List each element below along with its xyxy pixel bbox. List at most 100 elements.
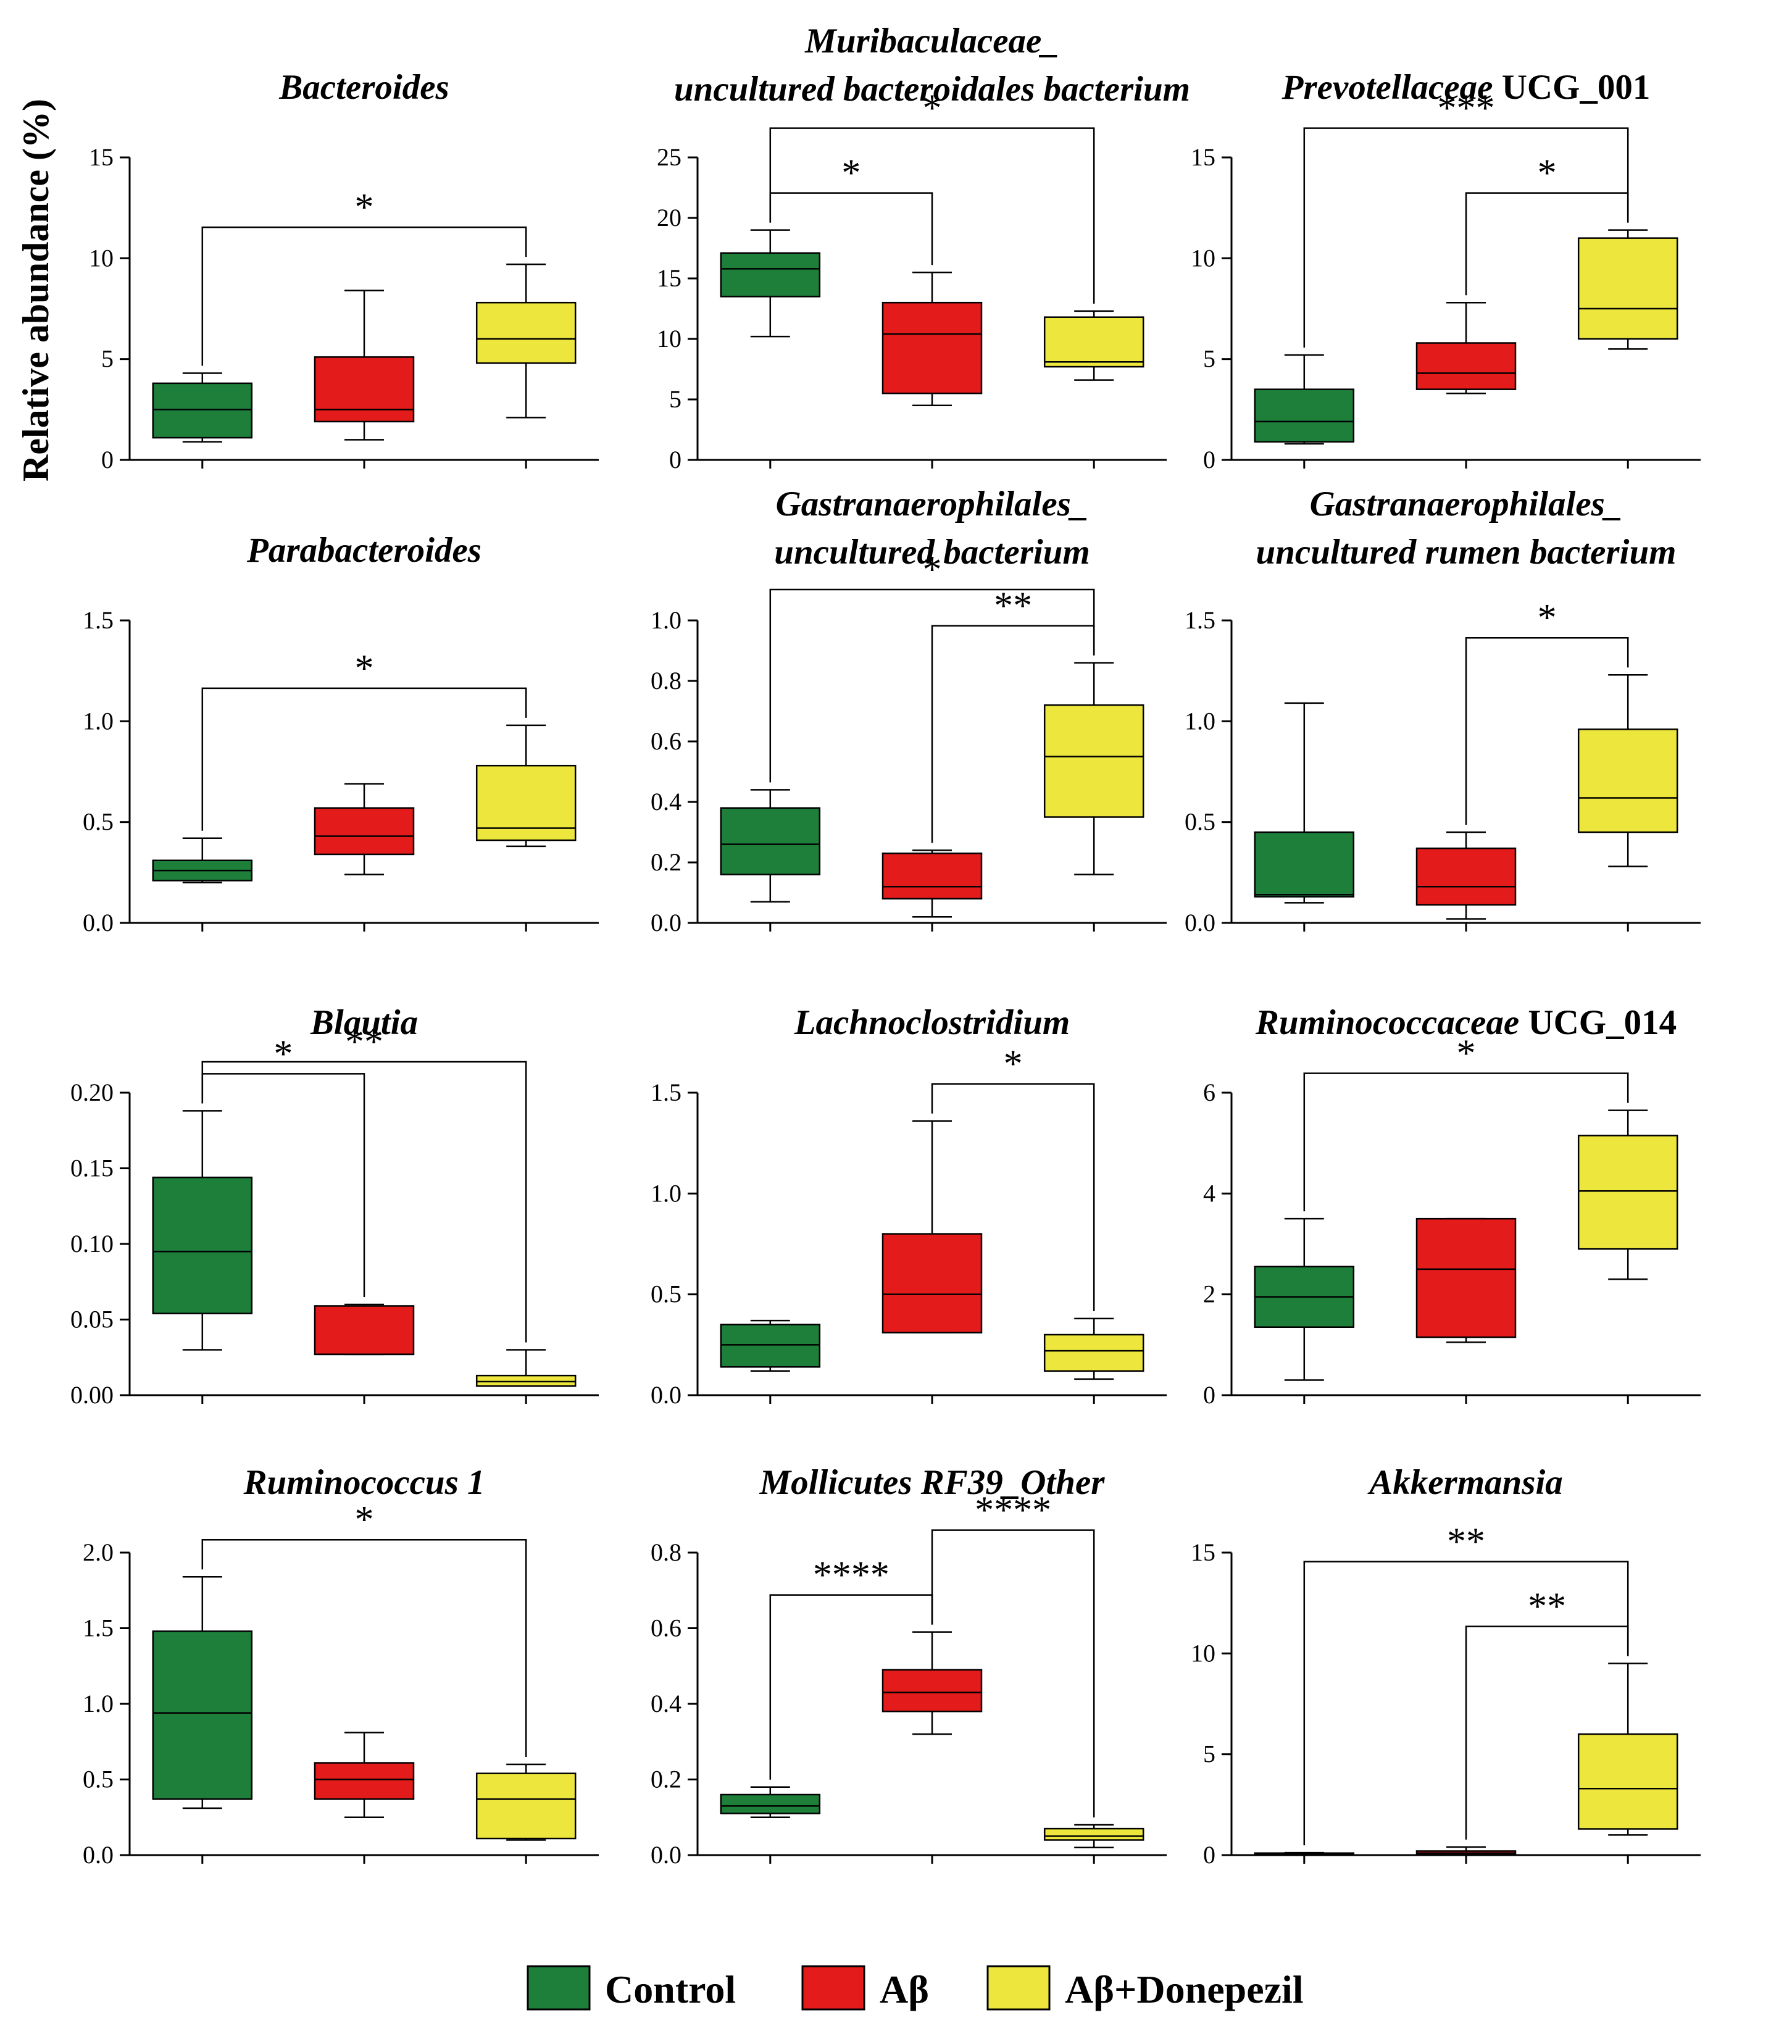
significance-label: * xyxy=(923,549,942,591)
y-tick-label: 0.2 xyxy=(651,1766,681,1793)
box-group-1 xyxy=(152,372,253,443)
panel-title: Ruminococcaceae UCG_014 xyxy=(1255,1003,1677,1042)
box xyxy=(881,1233,983,1333)
bracket-line xyxy=(1303,1072,1629,1212)
title-segment: Prevotellaceae xyxy=(1281,68,1493,107)
significance-label: * xyxy=(273,1033,293,1075)
box xyxy=(1415,342,1517,390)
title-segment: Blautia xyxy=(310,1003,418,1042)
box xyxy=(1577,728,1678,833)
significance-label: ** xyxy=(345,1021,383,1063)
significance-label: **** xyxy=(813,1554,890,1596)
legend-label: Aβ+Donepezil xyxy=(1065,1967,1304,2011)
y-tick-label: 4 xyxy=(1203,1179,1215,1207)
title-segment: Muribaculaceae_ xyxy=(804,22,1059,60)
y-tick-label: 0.0 xyxy=(651,1841,681,1869)
significance-label: * xyxy=(1004,1043,1023,1085)
box-group-3 xyxy=(1043,1824,1144,1848)
box-group-1 xyxy=(720,1786,821,1818)
y-tick-label: 0.8 xyxy=(651,667,681,695)
panel-title: Bacteroides xyxy=(278,68,449,107)
bracket-line xyxy=(1303,1561,1629,1846)
box-group-2 xyxy=(1415,301,1517,394)
box xyxy=(720,1324,821,1368)
box-group-2 xyxy=(1415,1217,1517,1343)
box xyxy=(1043,316,1144,368)
panel-title: Akkermansia xyxy=(1367,1463,1563,1502)
y-tick-label: 0.0 xyxy=(651,909,681,936)
y-tick-label: 0.5 xyxy=(83,808,114,836)
title-segment: Akkermansia xyxy=(1367,1463,1563,1502)
box-group-1 xyxy=(720,1319,821,1372)
title-segment: uncultured bacterium xyxy=(774,533,1090,572)
y-tick-label: 0.0 xyxy=(83,1841,114,1869)
box-group-3 xyxy=(1043,1317,1144,1380)
significance-label: ** xyxy=(1447,1521,1485,1563)
box-group-2 xyxy=(314,783,415,875)
significance-bracket: * xyxy=(1303,1033,1629,1212)
significance-bracket: ** xyxy=(201,1021,527,1343)
box-group-2 xyxy=(881,1120,983,1333)
box-group-1 xyxy=(152,1575,253,1809)
significance-bracket: * xyxy=(201,648,527,831)
bracket-line xyxy=(931,1529,1095,1817)
title-segment: Lachnoclostridium xyxy=(794,1003,1070,1042)
significance-label: * xyxy=(1538,597,1557,639)
box xyxy=(1254,388,1355,443)
panel-12: Akkermansia 0 5 10 15 ** ** xyxy=(1191,1463,1701,1869)
title-segment: Mollicutes RF39_Other xyxy=(759,1463,1106,1502)
y-tick-label: 15 xyxy=(1191,1538,1215,1566)
box xyxy=(1577,1135,1678,1250)
box-group-3 xyxy=(1043,310,1144,381)
significance-label: * xyxy=(355,648,374,690)
title-segment: uncultured rumen bacterium xyxy=(1256,533,1677,572)
y-tick-label: 0.0 xyxy=(1185,909,1215,936)
box-group-2 xyxy=(314,1732,415,1818)
panel-title: uncultured bacterium xyxy=(774,533,1090,572)
box xyxy=(881,853,983,900)
y-tick-label: 1.0 xyxy=(1185,707,1215,735)
box xyxy=(314,1305,415,1356)
y-tick-label: 1.5 xyxy=(83,606,114,634)
box-group-2 xyxy=(881,1631,983,1735)
box-group-2 xyxy=(1415,1846,1517,1855)
significance-label: * xyxy=(1538,152,1557,194)
y-tick-label: 2.0 xyxy=(83,1538,114,1566)
title-segment: Ruminococcus 1 xyxy=(243,1463,485,1502)
panel-grid: Bacteroides 0 5 10 15 * Muribaculaceae_uncultu… xyxy=(70,22,1701,1869)
significance-label: **** xyxy=(975,1490,1051,1532)
legend-label: Control xyxy=(605,1967,736,2011)
box-group-2 xyxy=(881,271,983,407)
box-group-3 xyxy=(1043,662,1144,875)
box xyxy=(720,807,821,875)
panel-11: Mollicutes RF39_Other 0.0 0.2 0.4 0.6 0.8 ****… xyxy=(651,1463,1167,1869)
y-tick-label: 10 xyxy=(89,244,114,272)
y-tick-label: 15 xyxy=(657,264,681,292)
box xyxy=(881,1669,983,1712)
legend: Control Aβ Aβ+Donepezil xyxy=(527,1965,1304,2011)
box-group-3 xyxy=(475,263,577,419)
y-tick-label: 0.8 xyxy=(651,1538,681,1566)
y-tick-label: 10 xyxy=(657,325,681,352)
bracket-line xyxy=(769,127,1095,304)
title-segment: Gastranaerophilales_ xyxy=(1310,485,1623,524)
box xyxy=(475,301,577,364)
box xyxy=(314,807,415,856)
y-tick-label: 0 xyxy=(669,446,681,473)
y-tick-label: 0.6 xyxy=(651,1614,681,1642)
panel-title: Ruminococcus 1 xyxy=(243,1463,485,1502)
y-tick-label: 0 xyxy=(1203,446,1215,473)
y-tick-label: 1.0 xyxy=(651,606,681,634)
box xyxy=(720,1793,821,1814)
bracket-line xyxy=(201,687,527,831)
panel-5: Gastranaerophilales_ uncultured bacterium… xyxy=(651,485,1167,936)
bracket-line xyxy=(1465,636,1629,825)
panel-9: Ruminococcaceae UCG_014 0 2 4 6 * xyxy=(1203,1003,1701,1409)
box xyxy=(1254,831,1355,898)
panel-title: uncultured rumen bacterium xyxy=(1256,533,1677,572)
y-tick-label: 0.4 xyxy=(651,1690,681,1717)
significance-label: * xyxy=(355,186,374,228)
y-tick-label: 0.00 xyxy=(70,1381,114,1409)
title-segment: UCG_001 xyxy=(1493,68,1650,107)
